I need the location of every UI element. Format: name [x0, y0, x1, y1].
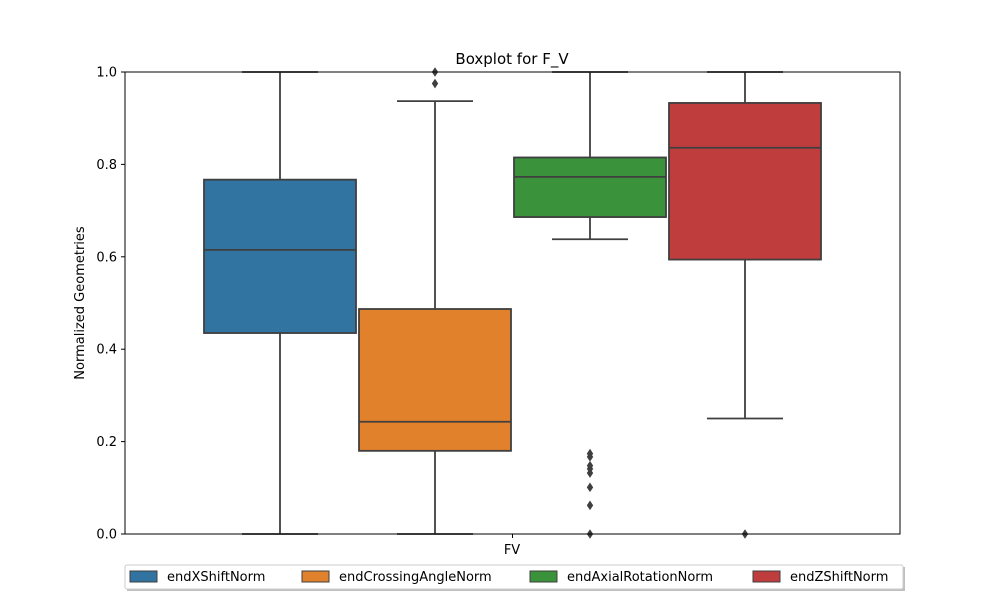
- box-endAxialRotationNorm: [513, 156, 667, 218]
- y-tick-label: 0.6: [96, 250, 117, 265]
- x-tick-label: FV: [504, 543, 520, 558]
- box-endCrossingAngleNorm: [358, 308, 512, 452]
- box-endXShiftNorm: [203, 178, 357, 334]
- chart-title: Boxplot for F_V: [455, 50, 569, 69]
- y-tick-label: 1.0: [96, 66, 117, 81]
- y-axis-label: Normalized Geometries: [73, 226, 88, 380]
- legend-swatch-endAxialRotationNorm: [529, 570, 558, 583]
- y-tick-label: 0.4: [96, 343, 117, 358]
- legend-swatch-endZShiftNorm: [752, 570, 781, 583]
- outlier-point: [586, 448, 594, 459]
- legend-label: endXShiftNorm: [167, 570, 265, 585]
- legend: endXShiftNorm endCrossingAngleNorm endAxia…: [124, 564, 905, 591]
- box-endZShiftNorm: [668, 102, 822, 261]
- legend-swatch-endCrossingAngleNorm: [301, 570, 330, 583]
- legend-swatch-endXShiftNorm: [129, 570, 158, 583]
- legend-label: endZShiftNorm: [790, 570, 888, 585]
- outlier-point: [431, 78, 439, 89]
- plot-area: 0.0 0.2 0.4 0.6 0.8 1.0: [96, 66, 901, 543]
- y-tick-label: 0.0: [96, 528, 117, 543]
- outlier-point: [586, 482, 594, 493]
- legend-label: endAxialRotationNorm: [567, 570, 713, 585]
- outlier-point: [586, 460, 594, 471]
- y-tick-label: 0.8: [96, 158, 117, 173]
- outlier-point: [586, 500, 594, 511]
- y-tick-label: 0.2: [96, 435, 117, 450]
- legend-label: endCrossingAngleNorm: [339, 570, 492, 585]
